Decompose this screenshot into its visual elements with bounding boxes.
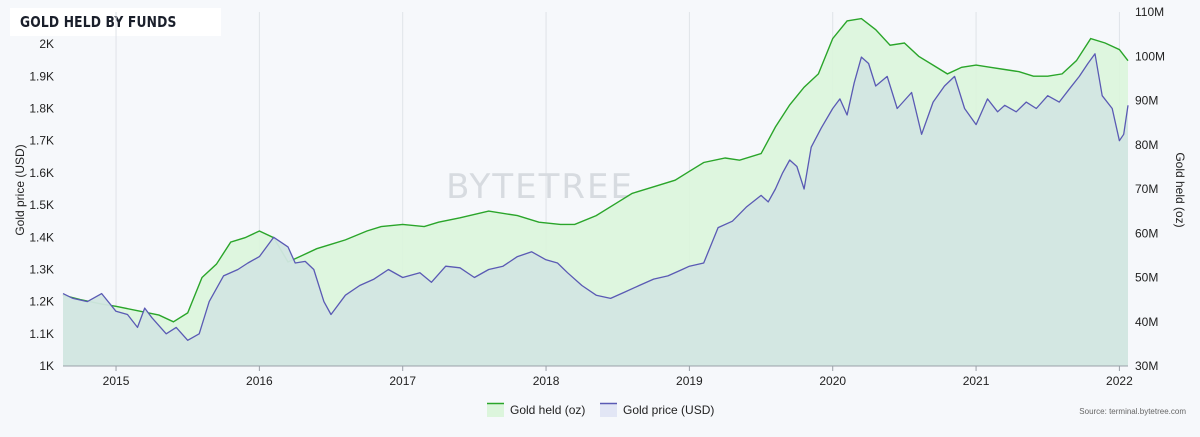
legend-swatch-gold-held: [487, 403, 504, 417]
y-left-tick-label-2K: 2K: [39, 37, 54, 51]
y-left-tick-label-1.7K: 1.7K: [29, 134, 54, 148]
y-left-tick-label-1.8K: 1.8K: [29, 102, 54, 116]
gold-price-line: [62, 53, 1129, 341]
x-tick-label-2019: 2019: [676, 374, 703, 388]
y-axis-left-label: Gold price (USD): [13, 144, 27, 235]
x-tick-label-2021: 2021: [963, 374, 990, 388]
y-right-tick-label-60M: 60M: [1135, 226, 1158, 240]
y-right-tick-label-40M: 40M: [1135, 315, 1158, 329]
legend-swatch-gold-price: [600, 403, 617, 417]
gold-held-line: [62, 17, 1129, 323]
y-right-tick-label-70M: 70M: [1135, 182, 1158, 196]
x-tick-label-2015: 2015: [103, 374, 130, 388]
y-left-tick-label-1.6K: 1.6K: [29, 166, 54, 180]
y-right-tick-label-100M: 100M: [1135, 49, 1165, 63]
legend-label-gold-held[interactable]: Gold held (oz): [510, 403, 585, 417]
legend-label-gold-price[interactable]: Gold price (USD): [623, 403, 714, 417]
y-left-tick-label-1.3K: 1.3K: [29, 262, 54, 276]
y-right-tick-label-110M: 110M: [1135, 5, 1164, 19]
x-tick-label-2017: 2017: [389, 374, 416, 388]
y-left-tick-label-1.5K: 1.5K: [29, 198, 54, 212]
source-note: Source: terminal.bytetree.com: [1079, 407, 1186, 416]
y-left-tick-label-1.4K: 1.4K: [29, 230, 54, 244]
legend: Gold held (oz) Gold price (USD): [487, 402, 714, 417]
y-right-tick-label-30M: 30M: [1135, 359, 1158, 373]
y-left-tick-label-1.1K: 1.1K: [29, 327, 54, 341]
gold-price-series: [62, 53, 1129, 367]
watermark: BYTETREE: [446, 167, 634, 207]
x-tick-label-2016: 2016: [246, 374, 273, 388]
axes: 2015 2016 2017 2018 2019 2020 2021 2022 1K 1.1K 1.…: [29, 5, 1165, 388]
x-tick-label-2022: 2022: [1106, 374, 1133, 388]
y-left-tick-label-1K: 1K: [39, 359, 54, 373]
y-right-tick-label-80M: 80M: [1135, 138, 1158, 152]
y-axis-right-label: Gold held (oz): [1173, 152, 1187, 227]
x-tick-label-2018: 2018: [533, 374, 560, 388]
y-right-tick-label-50M: 50M: [1135, 271, 1158, 285]
chart-title: GOLD HELD BY FUNDS: [20, 13, 177, 31]
y-left-tick-label-1.2K: 1.2K: [29, 295, 54, 309]
y-left-tick-label-1.9K: 1.9K: [29, 69, 54, 83]
chart-title-box: GOLD HELD BY FUNDS: [10, 8, 221, 36]
x-tick-label-2020: 2020: [819, 374, 846, 388]
y-right-tick-label-90M: 90M: [1135, 94, 1158, 108]
gold-price-area: [63, 53, 1128, 367]
